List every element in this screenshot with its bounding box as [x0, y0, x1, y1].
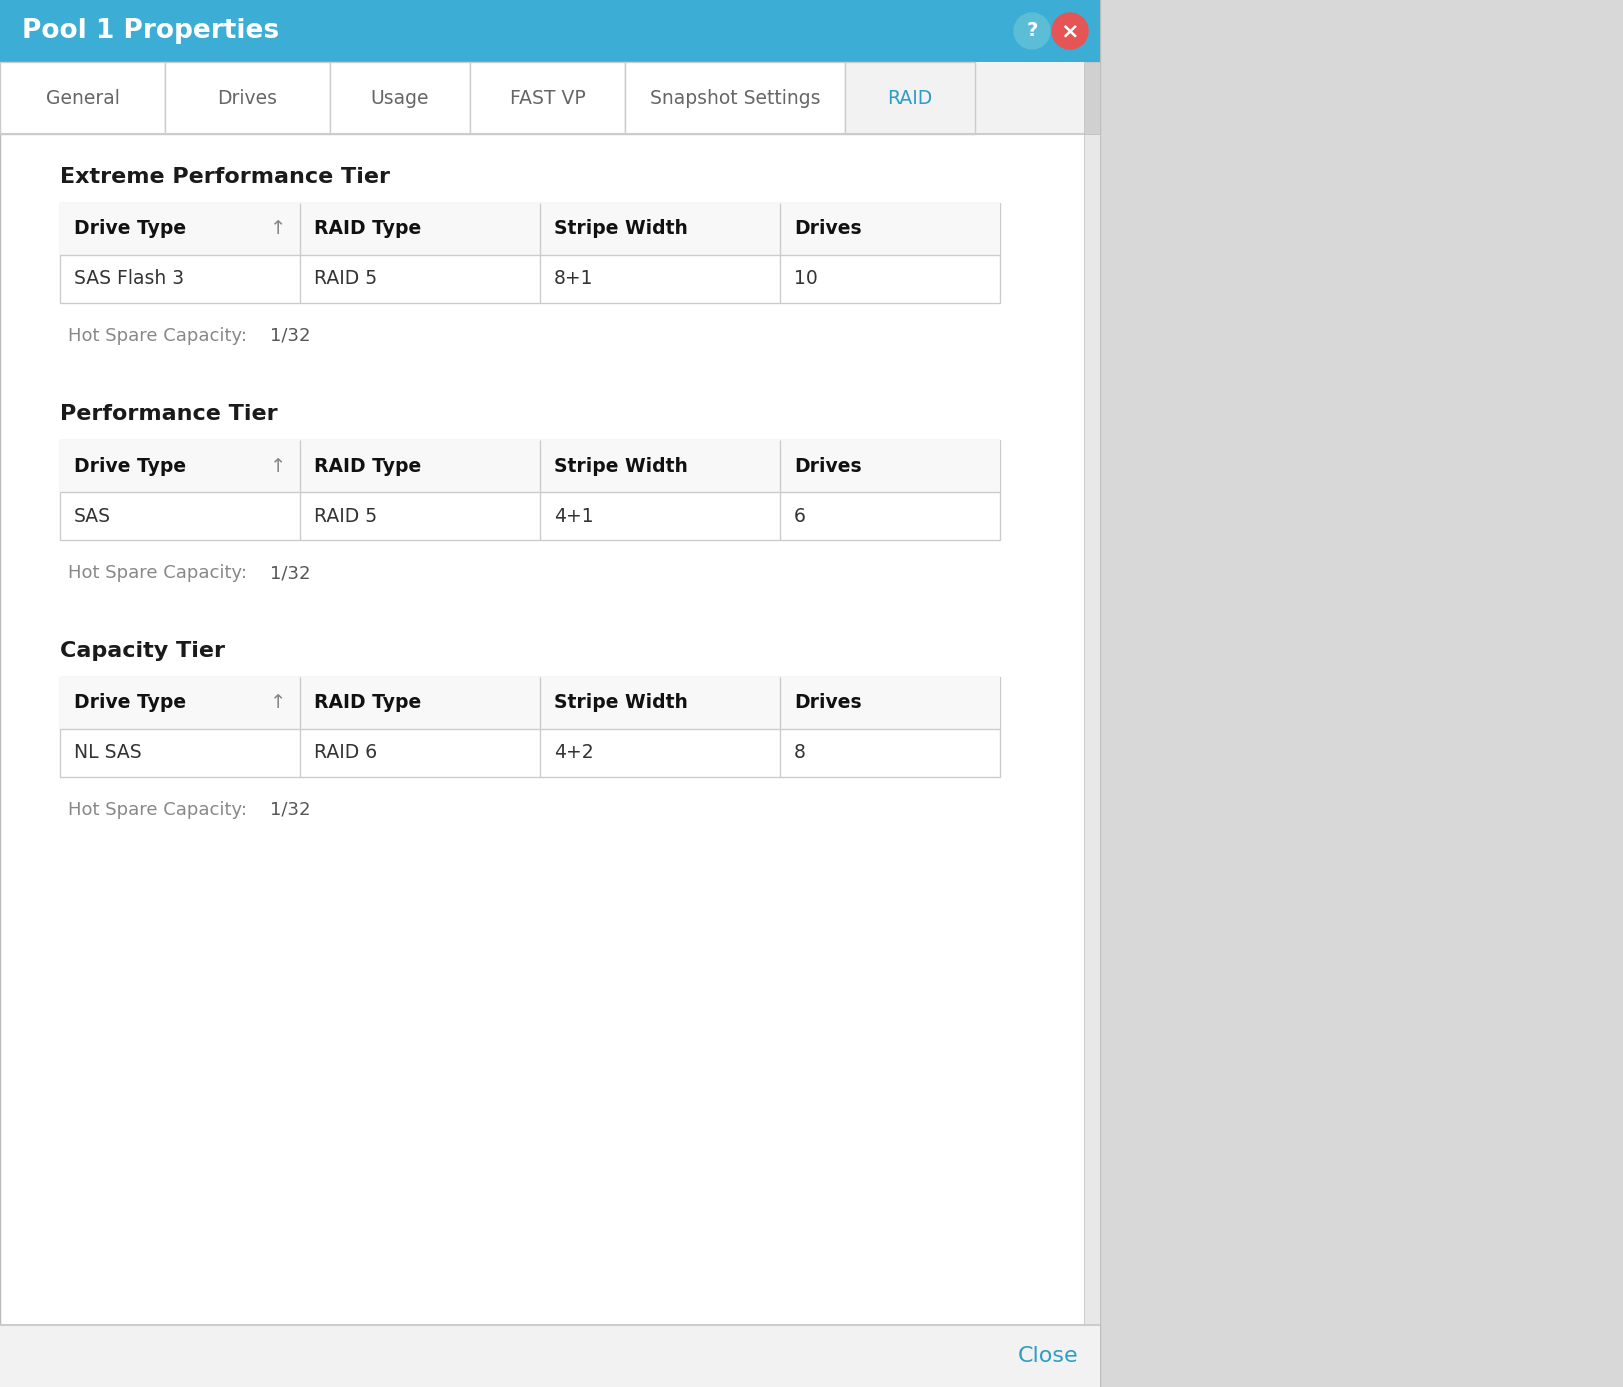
Bar: [329, 62, 469, 135]
Text: Drive Type: Drive Type: [75, 219, 187, 239]
Bar: [469, 62, 625, 135]
Text: Extreme Performance Tier: Extreme Performance Tier: [60, 166, 390, 187]
Text: Drives: Drives: [217, 89, 278, 108]
Text: Close: Close: [1018, 1345, 1078, 1366]
Text: RAID Type: RAID Type: [313, 694, 420, 713]
Text: Hot Spare Capacity:: Hot Spare Capacity:: [68, 565, 247, 583]
Text: General: General: [45, 89, 120, 108]
Bar: [0, 1325, 1099, 1387]
Bar: [0, 62, 1099, 135]
Text: Hot Spare Capacity:: Hot Spare Capacity:: [68, 327, 247, 345]
Text: Performance Tier: Performance Tier: [60, 404, 278, 424]
Text: Drives: Drives: [794, 694, 862, 713]
Text: Usage: Usage: [370, 89, 428, 108]
Bar: [1083, 62, 1099, 135]
Text: 10: 10: [794, 269, 818, 288]
Bar: [60, 677, 1000, 730]
Text: Drives: Drives: [794, 219, 862, 239]
Text: FAST VP: FAST VP: [510, 89, 584, 108]
Bar: [0, 0, 1099, 1387]
Bar: [1099, 0, 1623, 1387]
Text: RAID: RAID: [886, 89, 932, 108]
Bar: [0, 0, 1099, 62]
Text: Drive Type: Drive Type: [75, 694, 187, 713]
Text: ×: ×: [1060, 21, 1079, 42]
Text: 6: 6: [794, 506, 805, 526]
Bar: [844, 62, 974, 135]
Bar: [60, 203, 1000, 302]
Bar: [1083, 135, 1099, 1325]
Bar: [625, 62, 844, 135]
Text: SAS: SAS: [75, 506, 110, 526]
Text: RAID Type: RAID Type: [313, 219, 420, 239]
Text: Drive Type: Drive Type: [75, 456, 187, 476]
Text: Stripe Width: Stripe Width: [553, 694, 688, 713]
Text: RAID 5: RAID 5: [313, 269, 377, 288]
Circle shape: [1013, 12, 1050, 49]
Text: 8: 8: [794, 743, 805, 763]
Text: ↑: ↑: [269, 694, 286, 713]
Circle shape: [1052, 12, 1087, 49]
Bar: [0, 62, 166, 135]
Text: 4+2: 4+2: [553, 743, 594, 763]
Text: Hot Spare Capacity:: Hot Spare Capacity:: [68, 802, 247, 818]
Text: SAS Flash 3: SAS Flash 3: [75, 269, 183, 288]
Text: ↑: ↑: [269, 219, 286, 239]
Text: Pool 1 Properties: Pool 1 Properties: [23, 18, 279, 44]
Bar: [60, 440, 1000, 492]
Text: RAID 5: RAID 5: [313, 506, 377, 526]
Text: Stripe Width: Stripe Width: [553, 219, 688, 239]
Text: ?: ?: [1026, 22, 1037, 40]
Text: RAID 6: RAID 6: [313, 743, 377, 763]
Bar: [60, 203, 1000, 255]
Text: 1/32: 1/32: [269, 802, 310, 818]
Text: Drives: Drives: [794, 456, 862, 476]
Text: 1/32: 1/32: [269, 327, 310, 345]
Bar: [166, 62, 329, 135]
Text: ↑: ↑: [269, 456, 286, 476]
Bar: [60, 677, 1000, 777]
Text: 1/32: 1/32: [269, 565, 310, 583]
Text: RAID Type: RAID Type: [313, 456, 420, 476]
Text: Stripe Width: Stripe Width: [553, 456, 688, 476]
Text: NL SAS: NL SAS: [75, 743, 141, 763]
Text: 4+1: 4+1: [553, 506, 594, 526]
Text: Snapshot Settings: Snapshot Settings: [649, 89, 820, 108]
Bar: [60, 440, 1000, 540]
Text: Capacity Tier: Capacity Tier: [60, 641, 226, 662]
Text: 8+1: 8+1: [553, 269, 592, 288]
